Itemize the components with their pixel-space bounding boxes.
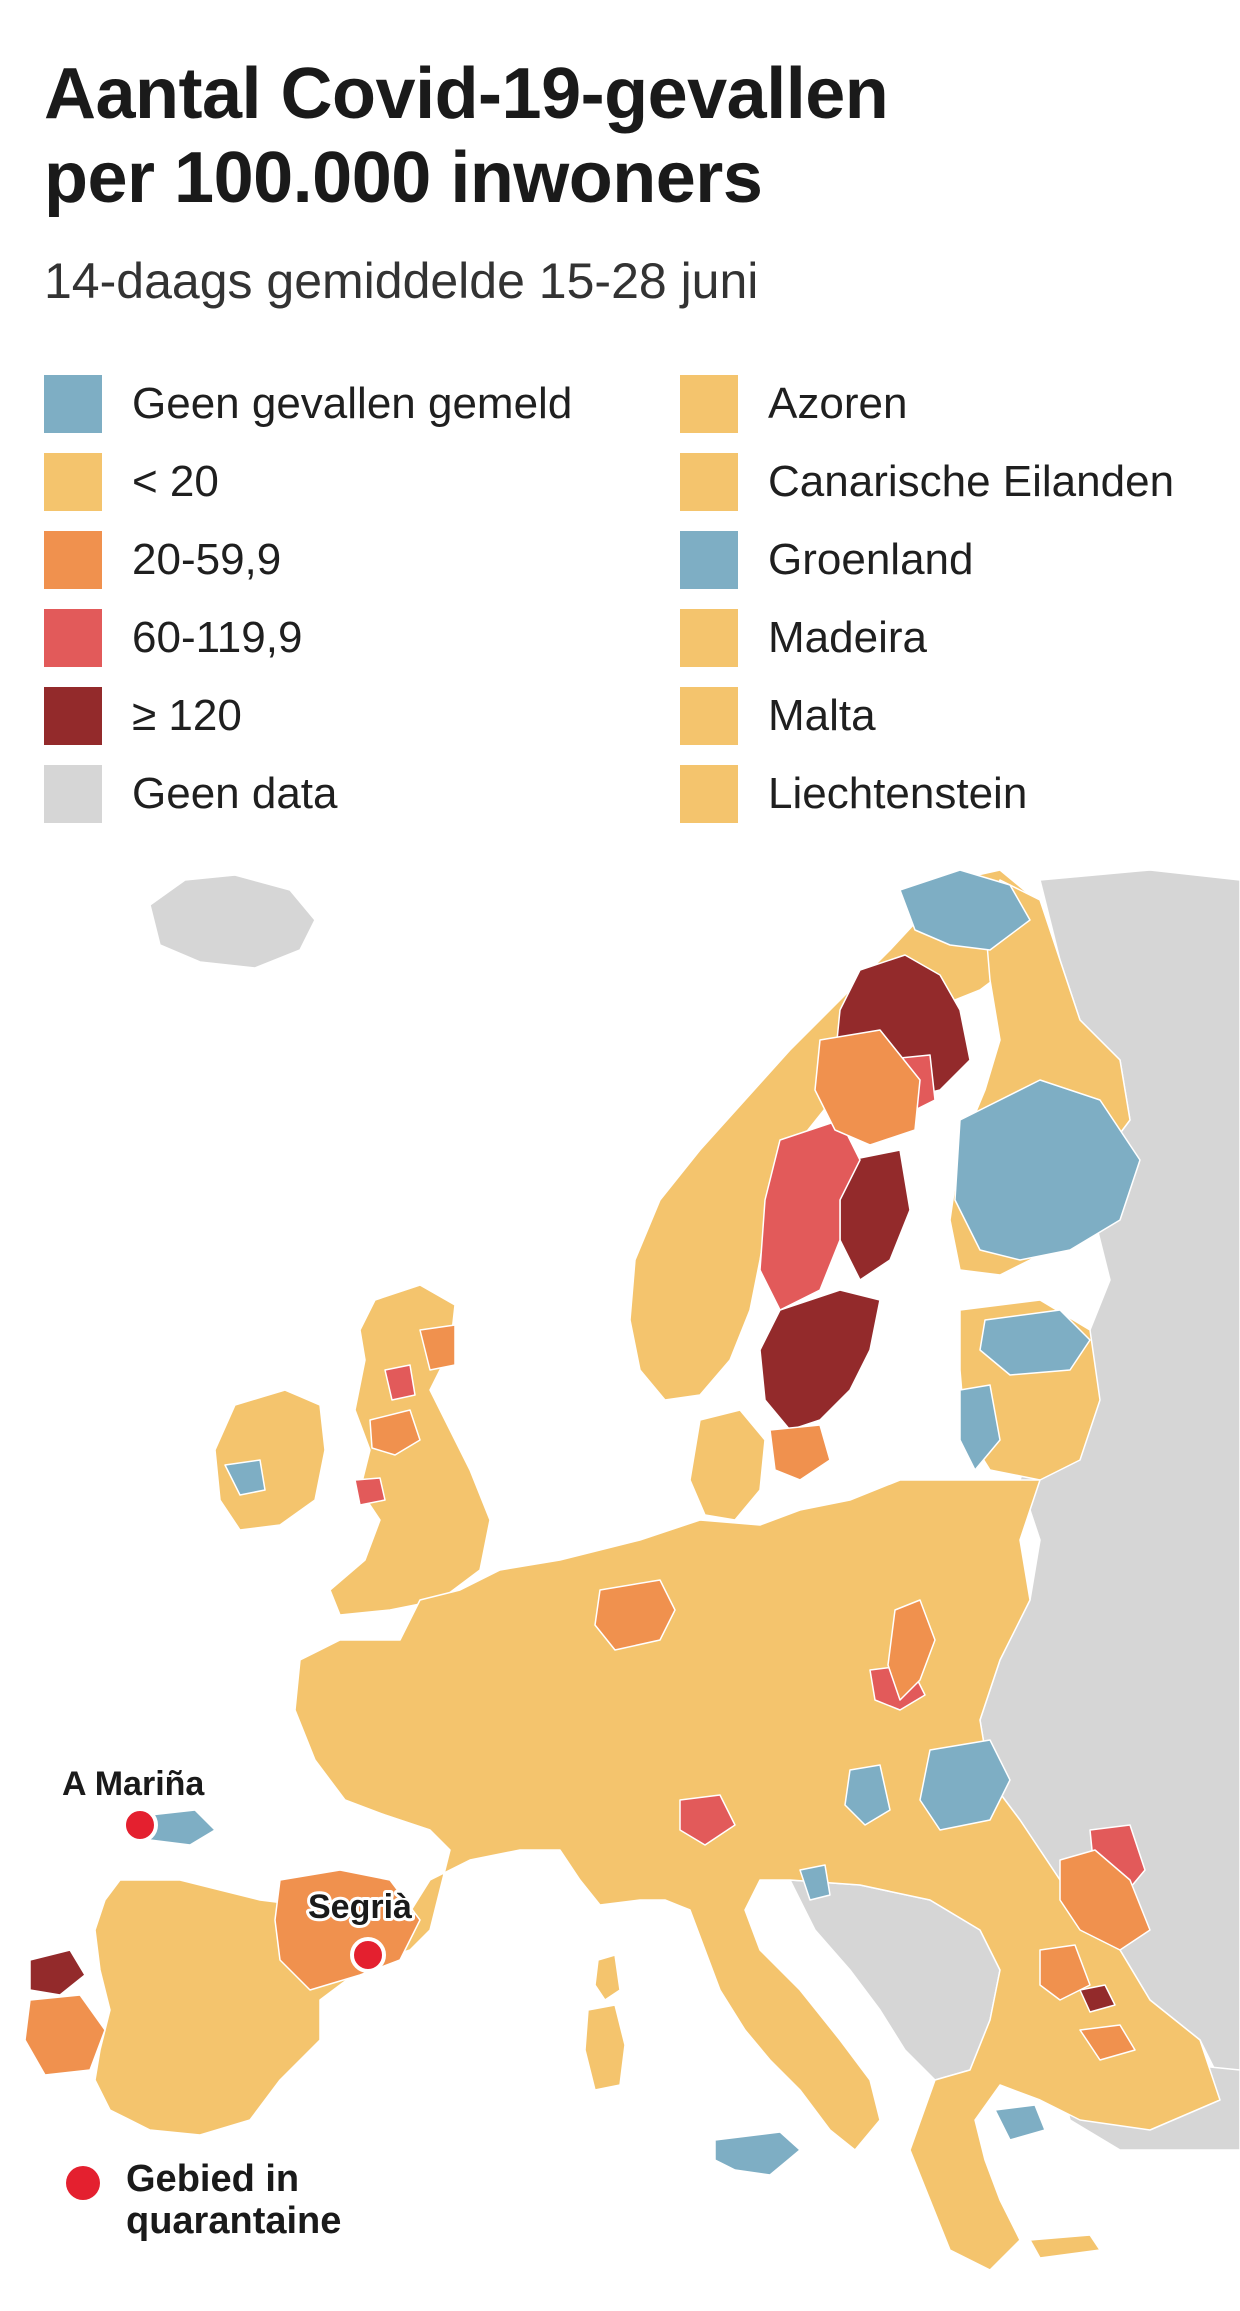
latvia-blue-region <box>959 1384 1001 1471</box>
sardinia-region <box>584 2004 626 2091</box>
city-label-segria: Segrià <box>308 1888 412 1926</box>
title-line-2: per 100.000 inwoners <box>44 138 763 218</box>
quarantine-dot-icon <box>350 1937 386 1973</box>
legend-label: Geen gevallen gemeld <box>132 379 573 428</box>
portugal-south-region <box>24 1994 106 2076</box>
north-portugal-region <box>29 1949 86 1996</box>
legend-label: 60-119,9 <box>132 613 303 662</box>
denmark-region <box>689 1409 766 1521</box>
legend-label: Liechtenstein <box>768 769 1028 818</box>
croatia-blue-region <box>799 1864 831 1901</box>
page-title: Aantal Covid-19-gevallen per 100.000 inw… <box>44 52 1204 220</box>
middle-sweden-region <box>814 1029 921 1146</box>
romania-orange-region <box>1059 1849 1151 1951</box>
northern-norway-blue-region <box>899 869 1031 951</box>
legend-swatch <box>680 375 738 433</box>
legend-label: Geen data <box>132 769 338 818</box>
corsica-region <box>594 1954 621 2001</box>
footnote-label: Gebied in quarantaine <box>126 2158 342 2242</box>
ireland-region <box>214 1389 326 1531</box>
legend-item-no-cases: Geen gevallen gemeld <box>44 365 572 443</box>
legend-swatch <box>680 765 738 823</box>
legend-label: Canarische Eilanden <box>768 457 1175 506</box>
legend-item-liechtenstein: Liechtenstein <box>680 755 1174 833</box>
legend-item-20-60: 20-59,9 <box>44 521 572 599</box>
legend-swatch <box>680 609 738 667</box>
quarantine-marker-segria: Segrià <box>305 1885 415 1973</box>
legend-categories: Geen gevallen gemeld < 20 20-59,9 60-119… <box>44 365 572 833</box>
crete-region <box>1029 2234 1101 2259</box>
bulgaria-hotspot-region <box>1079 1984 1116 2013</box>
northern-england-orange <box>369 1409 421 1456</box>
serbia-orange-region <box>1039 1944 1091 2001</box>
czech-orange-region <box>887 1599 936 1701</box>
quarantine-footnote: Gebied in quarantaine <box>66 2158 386 2242</box>
legend-territories: Azoren Canarische Eilanden Groenland Mad… <box>680 365 1174 833</box>
northern-ireland-blue <box>224 1459 266 1496</box>
eastern-finland-blue-region <box>954 1079 1141 1261</box>
legend-item-canary-islands: Canarische Eilanden <box>680 443 1174 521</box>
legend-item-malta: Malta <box>680 677 1174 755</box>
city-label-a-marina: A Mariña <box>62 1765 205 1803</box>
cantabria-blue-region <box>149 1809 216 1846</box>
legend-item-under-20: < 20 <box>44 443 572 521</box>
legend-swatch <box>680 687 738 745</box>
northeast-scotland-orange <box>419 1324 456 1371</box>
legend-label: Azoren <box>768 379 908 428</box>
quarantine-dot-icon <box>122 1807 158 1843</box>
west-central-sweden-region <box>759 1119 861 1311</box>
iceland-region <box>149 874 316 969</box>
great-britain-region <box>329 1284 491 1616</box>
legend-swatch <box>44 453 102 511</box>
legend-item-azores: Azoren <box>680 365 1174 443</box>
greece-blue-region <box>994 2104 1046 2141</box>
legend-label: < 20 <box>132 457 219 506</box>
legend-swatch <box>680 453 738 511</box>
skane-region <box>769 1424 831 1481</box>
legend-label: ≥ 120 <box>132 691 242 740</box>
legend-item-no-data: Geen data <box>44 755 572 833</box>
legend-label: Groenland <box>768 535 974 584</box>
legend-swatch <box>44 375 102 433</box>
title-line-1: Aantal Covid-19-gevallen <box>44 54 889 134</box>
legend-swatch <box>44 687 102 745</box>
subtitle: 14-daags gemiddelde 15-28 juni <box>44 253 759 309</box>
legend-swatch <box>44 609 102 667</box>
legend-label: Madeira <box>768 613 927 662</box>
legend-label: 20-59,9 <box>132 535 282 584</box>
hungary-blue-region <box>919 1739 1011 1831</box>
quarantine-marker-a-marina: A Mariña <box>59 1762 208 1843</box>
legend-item-60-120: 60-119,9 <box>44 599 572 677</box>
legend-label: Malta <box>768 691 876 740</box>
slovenia-blue-region <box>844 1764 891 1826</box>
legend-swatch <box>44 531 102 589</box>
estonia-blue-region <box>979 1309 1091 1376</box>
europe-map: A Mariña Segrià <box>24 869 1240 2271</box>
legend-item-over-120: ≥ 120 <box>44 677 572 755</box>
legend-swatch <box>44 765 102 823</box>
legend-swatch <box>680 531 738 589</box>
austria-hotspot-region <box>679 1794 736 1846</box>
legend-item-madeira: Madeira <box>680 599 1174 677</box>
leicester-hotspot-region <box>354 1477 386 1506</box>
quarantine-dot-icon <box>66 2166 100 2200</box>
legend-item-greenland: Groenland <box>680 521 1174 599</box>
sicily-region <box>714 2131 801 2176</box>
southern-sweden-region <box>759 1289 881 1431</box>
greece-orange-region <box>1079 2024 1136 2061</box>
scotland-hotspot-region <box>384 1364 416 1401</box>
germany-orange-region <box>594 1579 676 1651</box>
